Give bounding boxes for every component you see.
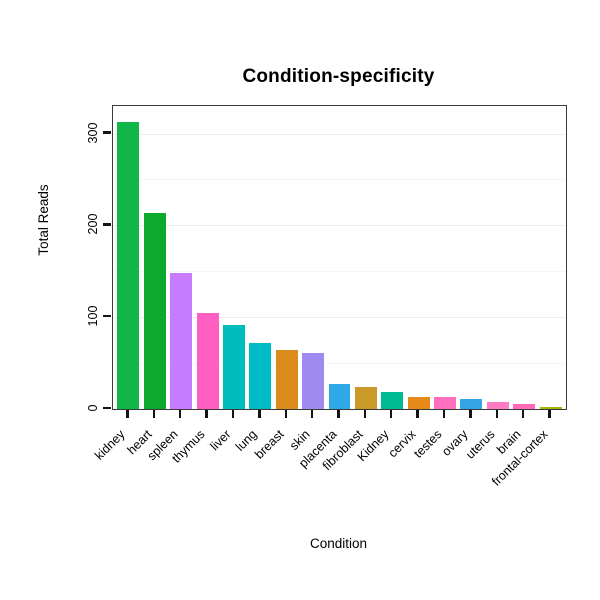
bar-ovary	[460, 398, 483, 409]
x-tick	[442, 410, 446, 418]
x-tick	[178, 410, 182, 418]
bar-cervix	[407, 397, 430, 409]
y-tick-label: 0	[86, 404, 100, 412]
bar-skin	[302, 353, 325, 409]
x-tick	[231, 410, 235, 418]
x-tick	[416, 410, 419, 418]
bar-kidney	[117, 121, 140, 409]
chart-title: Condition-specificity	[242, 66, 435, 87]
x-tick	[337, 410, 340, 418]
bar-testes	[434, 397, 457, 409]
x-tick	[469, 410, 472, 418]
x-tick	[205, 410, 208, 418]
bar-thymus	[196, 312, 219, 409]
gridline	[113, 225, 566, 227]
x-tick	[126, 410, 129, 418]
bar-heart	[143, 213, 166, 409]
bar-breast	[275, 350, 298, 409]
x-tick	[284, 410, 287, 418]
x-tick	[310, 410, 314, 418]
y-tick	[103, 314, 111, 318]
x-tick	[495, 410, 499, 418]
gridline	[113, 179, 566, 181]
plot-area	[112, 105, 567, 410]
bar-brain	[513, 403, 536, 409]
x-tick	[390, 410, 393, 418]
y-tick-label: 300	[86, 122, 100, 143]
y-tick	[103, 223, 111, 226]
gridline	[113, 317, 566, 319]
y-tick	[103, 131, 111, 134]
gridline	[113, 133, 566, 135]
x-tick	[522, 410, 525, 418]
x-tick	[548, 410, 551, 418]
bar-spleen	[170, 273, 193, 409]
bar-liver	[222, 324, 245, 409]
x-tick	[363, 410, 367, 418]
x-axis: kidney heart spleen thymus liver lung breast sk…	[93, 409, 565, 539]
bar-fibroblast	[354, 386, 377, 409]
bar-Kidney	[381, 391, 404, 409]
y-axis: 0 100 200 300	[0, 105, 112, 411]
y-tick	[103, 406, 111, 410]
gridline	[113, 363, 566, 365]
bar-lung	[249, 342, 272, 409]
bar-uterus	[486, 401, 509, 409]
bar-frontal-cortex	[539, 407, 562, 409]
x-axis-label: Condition	[309, 536, 368, 551]
y-tick-label: 200	[86, 213, 100, 235]
y-tick-label: 100	[86, 305, 100, 327]
x-tick	[152, 410, 155, 418]
bar-placenta	[328, 384, 351, 409]
x-tick	[258, 410, 261, 418]
gridline	[113, 271, 566, 273]
